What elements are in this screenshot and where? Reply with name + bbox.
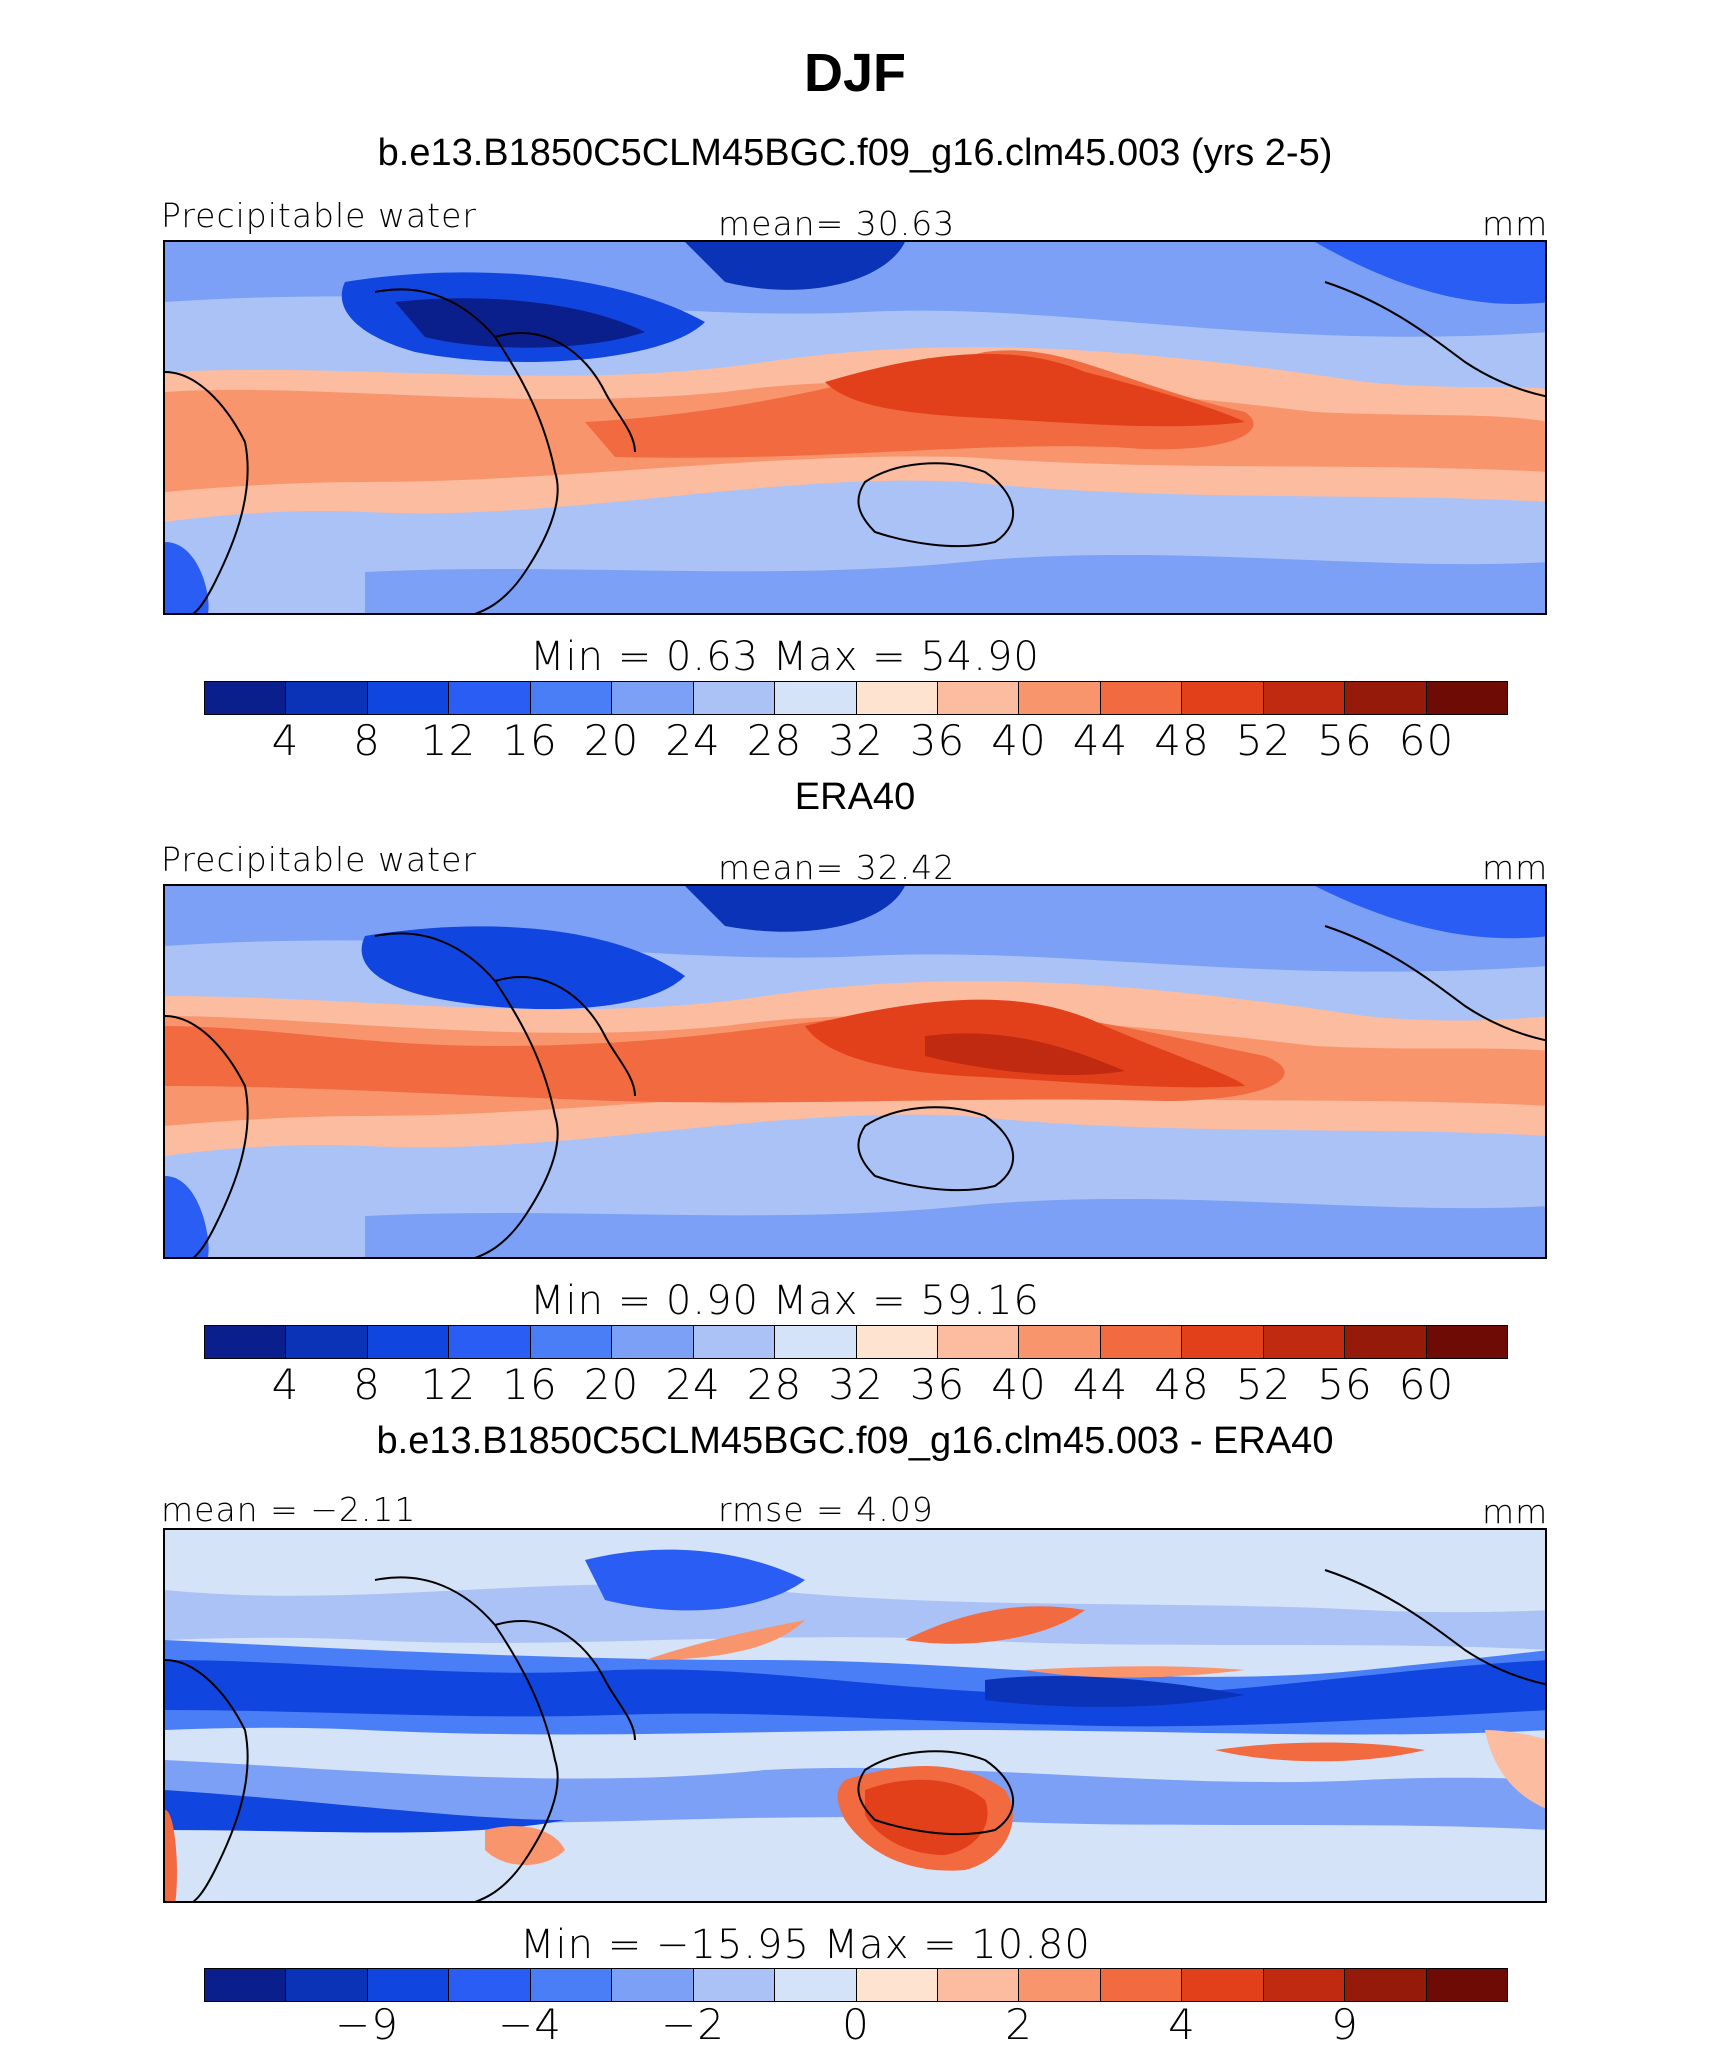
panel-2-title: ERA40 xyxy=(794,776,916,818)
colorbar-tick-label: 24 xyxy=(665,716,721,765)
colorbar-tick-label: 9 xyxy=(1331,2000,1359,2049)
panel-2-variable-label: Precipitable water xyxy=(161,840,477,879)
colorbar-tick-label: 60 xyxy=(1398,716,1455,765)
colorbar-tick-label: 16 xyxy=(502,1360,558,1409)
colorbar-tick-label: 44 xyxy=(1072,716,1129,765)
colorbar-tick-label: 12 xyxy=(420,1360,477,1409)
panel-2-tick-labels: 4 8 12 16 20 24 28 32 36 40 44 48 52 56 … xyxy=(204,1360,1508,1410)
panel-1-units-label: mm xyxy=(1482,204,1549,243)
colorbar-tick-label: 4 xyxy=(271,1360,300,1409)
panel-3-map xyxy=(163,1528,1547,1903)
panel-3-title: b.e13.B1850C5CLM45BGC.f09_g16.clm45.003 … xyxy=(376,1420,1334,1462)
colorbar-tick-label: 52 xyxy=(1235,1360,1292,1409)
colorbar-tick-label: 16 xyxy=(502,716,558,765)
colorbar-tick-label: 48 xyxy=(1154,716,1210,765)
colorbar-tick-label: 8 xyxy=(353,1360,381,1409)
colorbar-tick-label: 12 xyxy=(420,716,477,765)
colorbar-tick-label: 36 xyxy=(909,716,966,765)
panel-2-units-label: mm xyxy=(1482,848,1549,887)
colorbar-tick-label: 4 xyxy=(1168,2000,1196,2049)
panel-1-mean-label: mean= 30.63 xyxy=(718,204,956,243)
colorbar-tick-label: 28 xyxy=(746,716,803,765)
colorbar-tick-label: 40 xyxy=(991,1360,1047,1409)
panel-3-minmax: Min = −15.95 Max = 10.80 xyxy=(520,1922,1091,1968)
panel-2-colorbar xyxy=(204,1325,1508,1359)
colorbar-tick-label: 20 xyxy=(583,1360,640,1409)
panel-1-colorbar xyxy=(204,681,1508,715)
colorbar-tick-label: 44 xyxy=(1072,1360,1129,1409)
colorbar-tick-label: 20 xyxy=(583,716,640,765)
colorbar-tick-label: 60 xyxy=(1398,1360,1455,1409)
panel-3-tick-labels: −9 −4 −2 0 2 4 9 xyxy=(204,2000,1508,2050)
colorbar-tick-label: −4 xyxy=(498,2000,562,2049)
colorbar-tick-label: 56 xyxy=(1317,1360,1373,1409)
panel-2-minmax: Min = 0.90 Max = 59.16 xyxy=(530,1278,1040,1324)
panel-3-colorbar xyxy=(204,1968,1508,2002)
colorbar-tick-label: 48 xyxy=(1154,1360,1210,1409)
colorbar-tick-label: 40 xyxy=(991,716,1047,765)
colorbar-tick-label: 52 xyxy=(1235,716,1292,765)
panel-2-mean-label: mean= 32.42 xyxy=(718,848,956,887)
panel-1-tick-labels: 4 8 12 16 20 24 28 32 36 40 44 48 52 56 … xyxy=(204,716,1508,766)
colorbar-tick-label: 32 xyxy=(828,1360,884,1409)
colorbar-tick-label: 32 xyxy=(828,716,884,765)
panel-3-mean-label: mean = −2.11 xyxy=(161,1490,417,1529)
panel-1-map xyxy=(163,240,1547,615)
colorbar-tick-label: 36 xyxy=(909,1360,966,1409)
panel-1-title: b.e13.B1850C5CLM45BGC.f09_g16.clm45.003 … xyxy=(377,132,1333,174)
colorbar-tick-label: 2 xyxy=(1005,2000,1033,2049)
panel-1-variable-label: Precipitable water xyxy=(161,196,477,235)
colorbar-tick-label: 0 xyxy=(842,2000,870,2049)
colorbar-tick-label: −9 xyxy=(335,2000,399,2049)
colorbar-tick-label: 4 xyxy=(271,716,300,765)
panel-3-units-label: mm xyxy=(1482,1492,1549,1531)
panel-2-map xyxy=(163,884,1547,1259)
colorbar-tick-label: 56 xyxy=(1317,716,1373,765)
colorbar-tick-label: −2 xyxy=(661,2000,725,2049)
colorbar-tick-label: 28 xyxy=(746,1360,803,1409)
figure-title: DJF xyxy=(803,43,906,103)
panel-3-rmse-label: rmse = 4.09 xyxy=(718,1490,934,1529)
panel-1-minmax: Min = 0.63 Max = 54.90 xyxy=(530,634,1040,680)
colorbar-tick-label: 24 xyxy=(665,1360,721,1409)
colorbar-tick-label: 8 xyxy=(353,716,381,765)
